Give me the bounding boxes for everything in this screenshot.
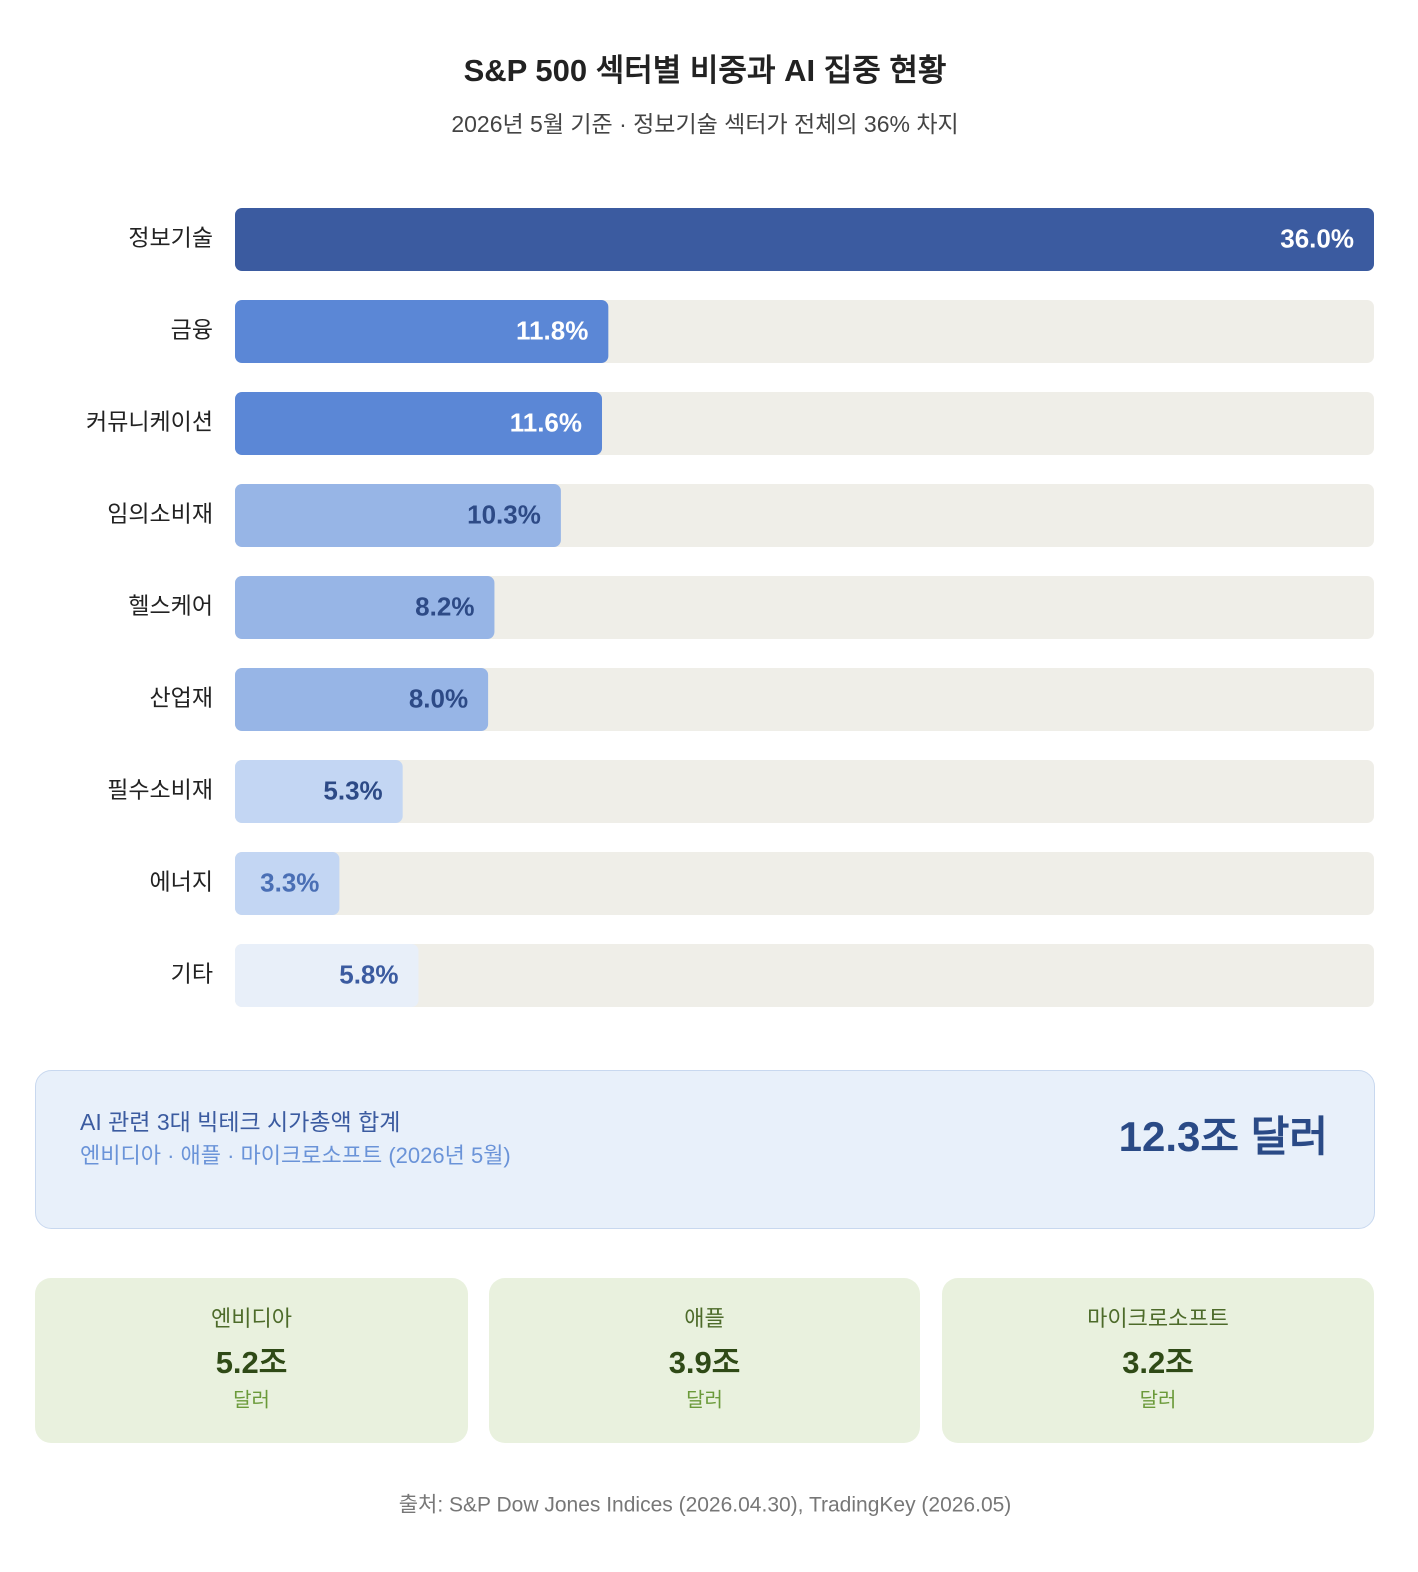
bar [235,484,561,547]
company-name: 엔비디아 [211,1306,292,1331]
company-name: 마이크로소프트 [1087,1306,1229,1331]
company-unit: 달러 [686,1388,723,1411]
value-label: 11.8% [516,315,588,345]
bar [235,208,1374,271]
bar-track [235,760,1374,823]
company-card [942,1278,1374,1443]
value-label: 3.3% [260,867,319,897]
category-label: 금융 [171,317,213,343]
bar-area: 정보기술 36.0% 금융 11.8% 커뮤니케이션 11.6% 임의소비재 10.3% 헬스케… [86,208,1374,1007]
company-card [35,1278,468,1443]
value-label: 11.6% [510,407,582,437]
summary-subtitle: 엔비디아 · 애플 · 마이크로소프트 (2026년 5월) [80,1143,511,1168]
company-name: 애플 [684,1306,724,1331]
category-label: 에너지 [150,869,213,895]
source: 출처: S&P Dow Jones Indices (2026.04.30), … [399,1494,1012,1517]
bar [235,576,495,639]
summary-card [35,1070,1375,1229]
category-label: 커뮤니케이션 [86,409,213,435]
bar [235,668,489,731]
value-label: 10.3% [467,499,541,529]
category-label: 기타 [171,961,213,987]
value-label: 36.0% [1280,223,1354,253]
category-label: 임의소비재 [107,501,213,527]
category-label: 산업재 [150,685,213,711]
company-value: 5.2조 [216,1345,288,1380]
company-unit: 달러 [1140,1388,1177,1411]
company-value: 3.2조 [1122,1345,1194,1380]
company-card [489,1278,920,1443]
value-label: 8.0% [409,683,468,713]
company-unit: 달러 [233,1388,270,1411]
category-label: 정보기술 [128,225,213,251]
bar-track [235,576,1374,639]
category-label: 필수소비재 [107,777,213,803]
bar-track [235,944,1374,1007]
chart-subtitle: 2026년 5월 기준 · 정보기술 섹터가 전체의 36% 차지 [451,111,958,137]
bar [235,760,403,823]
chart-title: S&P 500 섹터별 비중과 AI 집중 현황 [464,53,947,88]
company-value: 3.9조 [669,1345,741,1380]
summary-title: AI 관련 3대 빅테크 시가총액 합계 [80,1109,400,1135]
value-label: 5.8% [339,959,398,989]
summary-value: 12.3조 달러 [1119,1113,1328,1160]
category-label: 헬스케어 [128,593,213,619]
bar [235,944,419,1007]
value-label: 8.2% [415,591,474,621]
bar-track [235,668,1374,731]
bar [235,852,340,915]
bar-track [235,852,1374,915]
value-label: 5.3% [323,775,382,805]
bar [235,392,603,455]
bar [235,300,609,363]
